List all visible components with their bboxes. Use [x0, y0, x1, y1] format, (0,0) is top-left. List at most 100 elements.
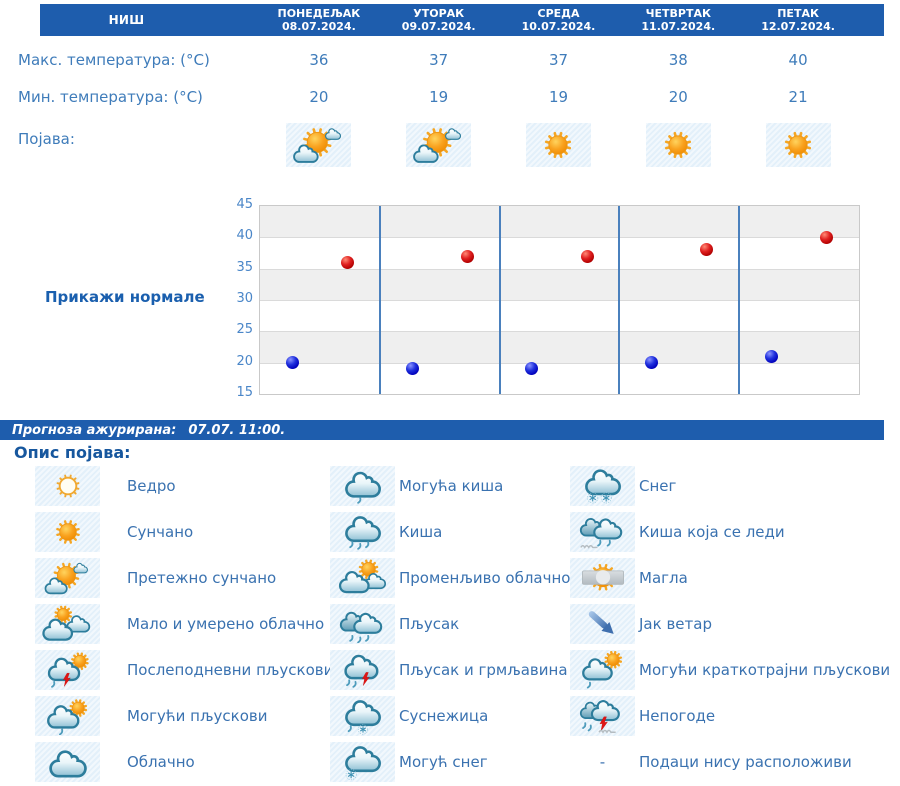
chart-band — [260, 300, 859, 332]
phenomenon-cell — [499, 121, 619, 169]
legend-label: Магла — [639, 569, 688, 587]
day-header: ПЕТАК 12.07.2024. — [761, 7, 835, 33]
sunny-icon — [765, 123, 831, 167]
min-temp-point — [405, 362, 419, 376]
sunny-icon — [35, 512, 100, 552]
possible-brief-showers-icon — [570, 650, 635, 690]
legend-label: Снег — [639, 477, 677, 495]
legend-label: Могућ снег — [399, 753, 488, 771]
day-header: ЧЕТВРТАК 11.07.2024. — [641, 7, 716, 33]
max-temp-point — [460, 249, 474, 263]
legend-label: Могући краткотрајни пљускови — [639, 661, 891, 679]
day-header: ПОНЕДЕЉАК 08.07.2024. — [277, 7, 361, 33]
max-temp-row-label: Макс. температура: (°C) — [18, 51, 210, 69]
day-separator-line — [618, 206, 621, 394]
phenomenon-cell — [259, 121, 379, 169]
max-temp-value: 40 — [788, 51, 808, 69]
legend-label: Пљусак и грмљавина — [399, 661, 568, 679]
legend-label: Киша — [399, 523, 443, 541]
y-axis-label: 40 — [236, 228, 253, 244]
strong-wind-icon — [570, 604, 635, 644]
day-header: УТОРАК 09.07.2024. — [401, 7, 476, 33]
legend-column-2: Могућа киша Киша Променљиво облачно Пљус… — [330, 463, 570, 785]
status-bar-label: Прогноза ажурирана: — [12, 422, 177, 438]
min-temp-value: 19 — [548, 88, 569, 106]
chart-gridline — [260, 237, 859, 239]
legend-label: Претежно сунчано — [127, 569, 277, 587]
day-headers: ПОНЕДЕЉАК 08.07.2024. УТОРАК 09.07.2024. СРЕ… — [259, 4, 858, 36]
legend-row: Непогоде — [570, 693, 890, 739]
legend-row: Могућ снег — [330, 739, 570, 785]
min-temp-point — [645, 356, 659, 370]
legend-row: Облачно — [35, 739, 333, 785]
min-temp-value: 20 — [309, 88, 329, 106]
sunny-icon — [525, 123, 591, 167]
chart-band — [260, 331, 859, 363]
legend-row: Магла — [570, 555, 890, 601]
legend-row: Могући краткотрајни пљускови — [570, 647, 890, 693]
y-axis-label: 35 — [236, 259, 253, 275]
legend-label: Могућа киша — [399, 477, 504, 495]
max-temp-value: 38 — [668, 51, 688, 69]
variable-clouds-icon — [330, 558, 395, 598]
day-separator-line — [498, 206, 501, 394]
sunny-icon — [645, 123, 711, 167]
legend-row: Претежно сунчано — [35, 555, 333, 601]
sleet-icon — [330, 696, 395, 736]
no-data-symbol: - — [599, 753, 606, 771]
legend-title: Опис појава: — [14, 443, 131, 462]
possible-rain-icon — [330, 466, 395, 506]
legend-row: Послеподневни пљускови — [35, 647, 333, 693]
legend-label: Киша која се леди — [639, 523, 785, 541]
max-temp-point — [341, 255, 354, 269]
possible-snow-icon — [330, 742, 395, 782]
legend-label: Променљиво облачно — [399, 569, 571, 587]
min-temp-value: 19 — [429, 88, 449, 106]
mostly-sunny-icon — [286, 123, 352, 167]
legend-label: Суснежица — [399, 707, 489, 725]
day-header: СРЕДА 10.07.2024. — [521, 7, 596, 33]
status-bar-value: 07.07. 11:00. — [188, 422, 286, 438]
max-temp-value: 37 — [548, 51, 569, 69]
legend-row: - Подаци нису расположиви — [570, 739, 890, 785]
legend-row: Снег — [570, 463, 890, 509]
y-axis-label: 25 — [236, 322, 253, 338]
phenomenon-row-label: Појава: — [18, 130, 75, 148]
legend-label: Мало и умерено облачно — [127, 615, 325, 633]
legend-label: Могући пљускови — [127, 707, 268, 725]
legend-label: Пљусак — [399, 615, 460, 633]
min-temp-row: 20 19 19 20 21 — [259, 88, 858, 106]
min-temp-point — [285, 356, 299, 370]
y-axis-label: 15 — [236, 385, 253, 400]
chart-gridline — [260, 362, 859, 364]
forecast-table-header: НИШ ПОНЕДЕЉАК 08.07.2024. УТОРАК 09.07.2024… — [40, 4, 884, 36]
show-normals-link[interactable]: Прикажи нормале — [45, 288, 205, 306]
legend-column-1: Ведро Сунчано Претежно сунчано Мало и ум… — [35, 463, 333, 785]
temperature-chart — [259, 205, 860, 395]
max-temp-value: 36 — [309, 51, 329, 69]
y-axis-label: 30 — [236, 291, 253, 306]
legend-label: Подаци нису расположиви — [639, 753, 852, 771]
chart-gridline — [260, 300, 859, 301]
fog-icon — [570, 558, 635, 598]
min-temp-value: 20 — [668, 88, 688, 106]
legend-row: Ведро — [35, 463, 333, 509]
mostly-sunny-icon — [35, 558, 100, 598]
clear-icon — [35, 466, 100, 506]
legend-row: Пљусак и грмљавина — [330, 647, 570, 693]
cloudy-icon — [35, 742, 100, 782]
phenomenon-cell — [738, 121, 858, 169]
legend-row: Могући пљускови — [35, 693, 333, 739]
snow-icon — [570, 466, 635, 506]
legend-label: Ведро — [127, 477, 176, 495]
legend-label: Послеподневни пљускови — [127, 661, 334, 679]
afternoon-showers-icon — [35, 650, 100, 690]
chart-band — [260, 237, 859, 269]
phenomenon-cell — [379, 121, 499, 169]
partly-cloudy-icon — [35, 604, 100, 644]
legend-row: Могућа киша — [330, 463, 570, 509]
min-temp-point — [525, 362, 539, 376]
legend-label: Непогоде — [639, 707, 716, 725]
thunder-shower-icon — [330, 650, 395, 690]
legend-row: Киша — [330, 509, 570, 555]
